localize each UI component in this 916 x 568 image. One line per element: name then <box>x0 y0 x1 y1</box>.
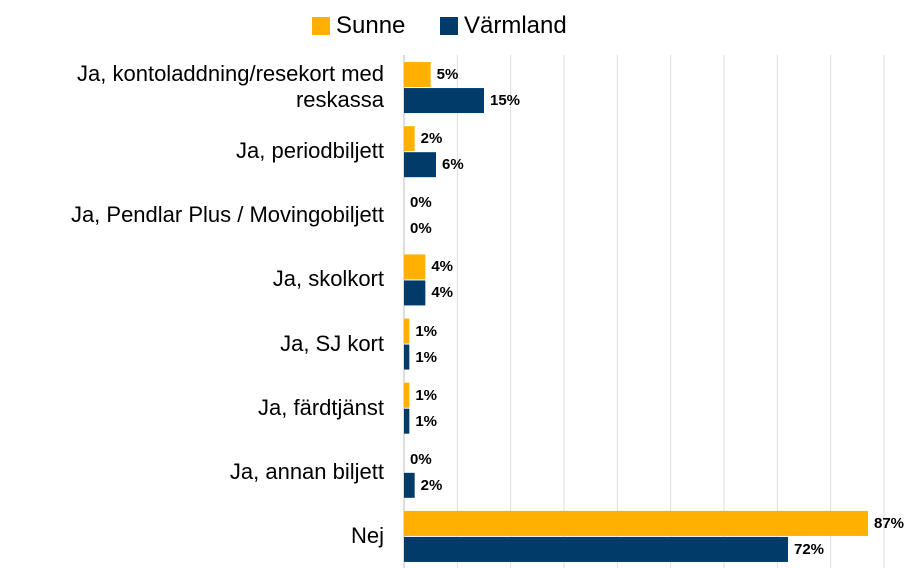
legend-label: Sunne <box>336 12 406 39</box>
data-label: 1% <box>415 322 438 340</box>
data-label: 1% <box>415 386 438 404</box>
bar <box>404 88 484 114</box>
bar <box>404 536 788 562</box>
category-label: Ja, kontoladdning/resekort med reskassa <box>77 61 384 113</box>
data-label: 1% <box>415 412 438 430</box>
data-label: 15% <box>490 92 521 110</box>
category-label: Ja, skolkort <box>272 266 384 292</box>
data-label: 2% <box>420 130 443 148</box>
bar <box>404 382 410 408</box>
data-label: 87% <box>874 514 905 532</box>
data-label: 2% <box>420 476 443 494</box>
data-label: 0% <box>410 450 432 468</box>
data-label: 1% <box>415 348 438 366</box>
data-label: 5% <box>436 66 459 84</box>
data-label: 72% <box>794 540 825 558</box>
legend-item: Värmland <box>440 12 567 40</box>
bar <box>404 254 426 280</box>
category-label: Ja, annan biljett <box>229 458 384 484</box>
bar <box>404 280 426 306</box>
legend-item: Sunne <box>312 12 405 40</box>
data-label: 4% <box>431 258 454 276</box>
bar <box>404 318 410 344</box>
bar <box>404 472 415 498</box>
legend-label: Värmland <box>464 12 567 39</box>
bar <box>404 510 868 536</box>
category-label: Ja, periodbiljett <box>236 138 384 164</box>
category-label: Nej <box>350 522 384 548</box>
category-label: Ja, SJ kort <box>280 330 384 356</box>
bar <box>404 152 436 178</box>
bar <box>404 408 410 434</box>
data-label: 0% <box>410 194 432 212</box>
category-label: Ja, färdtjänst <box>258 394 384 420</box>
data-label: 6% <box>442 156 464 174</box>
bar <box>404 126 415 152</box>
data-label: 0% <box>410 220 432 238</box>
bar <box>404 62 431 88</box>
legend-swatch <box>440 17 458 35</box>
data-label: 4% <box>431 284 454 302</box>
bar <box>404 344 410 370</box>
category-label: Ja, Pendlar Plus / Movingobiljett <box>70 202 384 228</box>
legend-swatch <box>312 17 330 35</box>
